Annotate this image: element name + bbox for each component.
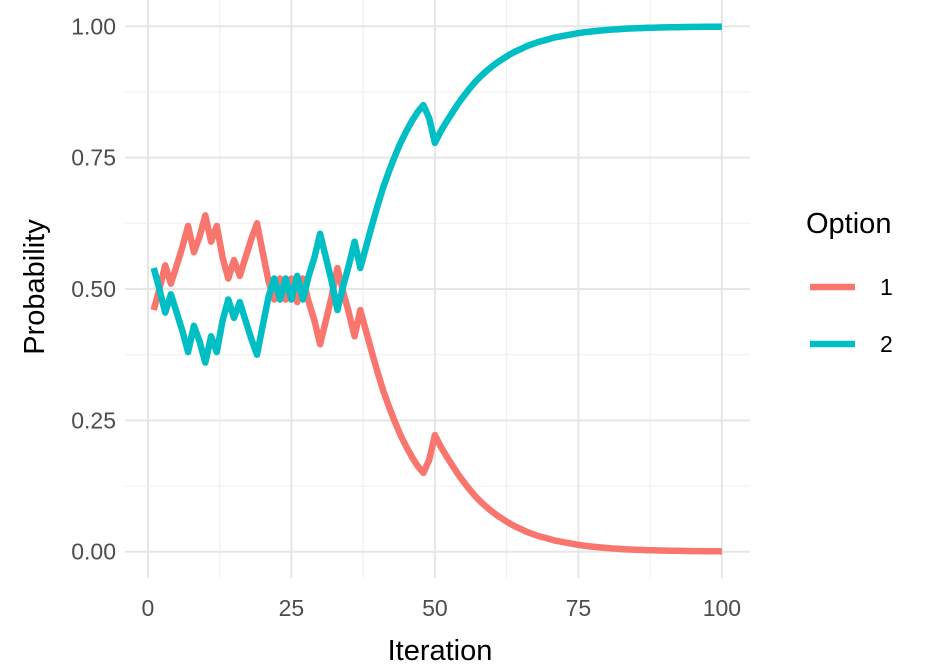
y-tick-label: 1.00 (71, 13, 116, 39)
x-axis-title: Iteration (388, 635, 493, 667)
legend-label-option-2: 2 (880, 331, 893, 357)
y-tick-label: 0.50 (71, 276, 116, 302)
grid-major (125, 0, 750, 578)
y-axis-title: Probability (19, 219, 51, 355)
x-tick-label: 100 (703, 595, 741, 621)
y-tick-label: 0.25 (71, 407, 116, 433)
grid-minor (125, 0, 750, 578)
y-tick-label: 0.00 (71, 539, 116, 565)
x-tick-labels: 0 25 50 75 100 (142, 595, 742, 621)
series-line-option-2 (150, 23, 722, 366)
x-tick-label: 0 (142, 595, 155, 621)
x-tick-label: 25 (279, 595, 305, 621)
x-tick-label: 75 (566, 595, 592, 621)
legend-entries: 12 (810, 274, 893, 357)
legend-title: Option (806, 208, 891, 240)
x-tick-label: 50 (422, 595, 448, 621)
legend-label-option-1: 1 (880, 274, 893, 300)
series-line-option-1 (150, 212, 722, 555)
y-tick-label: 0.75 (71, 145, 116, 171)
legend: Option 12 (806, 208, 893, 357)
series-lines (150, 23, 722, 555)
y-tick-labels: 0.00 0.25 0.50 0.75 1.00 (71, 13, 116, 564)
